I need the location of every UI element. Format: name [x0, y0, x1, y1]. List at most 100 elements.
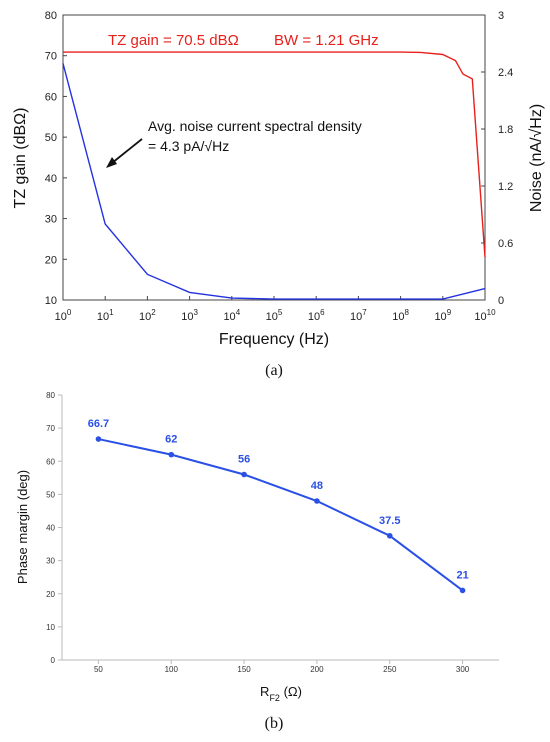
- chart-b-x-tick-label: 100: [165, 665, 179, 674]
- chart-a-x-tick-base: 10: [223, 311, 235, 323]
- chart-b-series: 66.7 62 56 48 37.5 21: [88, 418, 469, 594]
- chart-a-x-tick-exponent: 9: [447, 308, 452, 317]
- chart-b-x-axis-title: RF2 (Ω): [260, 684, 302, 703]
- chart-b-caption: (b): [265, 715, 284, 732]
- chart-a-x-tick-exponent: 2: [151, 308, 156, 317]
- chart-a-x-tick-base: 10: [266, 311, 278, 323]
- chart-a-x-tick-label: 104: [223, 308, 240, 323]
- chart-a-plot-frame: [62, 14, 486, 301]
- chart-a-x-tick-label: 109: [434, 308, 451, 323]
- chart-a-bw-annotation: BW = 1.21 GHz: [274, 32, 379, 49]
- chart-a-y2-ticks: 0 0.6 1.2 1.8 2.4 3: [481, 10, 513, 307]
- chart-a-x-tick-label: 108: [392, 308, 409, 323]
- chart-b-data-point: [241, 471, 247, 478]
- chart-b-y-tick-label: 80: [46, 391, 55, 400]
- chart-b-y-tick-label: 70: [46, 424, 55, 433]
- chart-a-y-tick-label: 50: [45, 132, 57, 144]
- chart-a-y2-tick-label: 2.4: [498, 67, 513, 79]
- chart-a-y-tick-label: 70: [45, 51, 57, 63]
- chart-a-y-tick-label: 40: [45, 173, 57, 185]
- chart-b-data-label: 62: [165, 434, 177, 446]
- chart-a-y2-axis-title: Noise (nA/√Hz): [528, 104, 545, 212]
- chart-b-y-tick-label: 0: [51, 656, 56, 665]
- chart-a-x-tick-base: 10: [350, 311, 362, 323]
- chart-b-x-tick-label: 150: [237, 665, 251, 674]
- chart-a-x-tick-base: 10: [392, 311, 404, 323]
- chart-a-x-tick-label: 107: [350, 308, 367, 323]
- chart-b: 50 100 150 200 250 300 0 10 20 30 40 50 60 70 80 66.7…: [15, 391, 499, 732]
- chart-b-x-tick-label: 250: [383, 665, 397, 674]
- chart-a-x-tick-exponent: 0: [67, 308, 72, 317]
- chart-a-x-tick-base: 10: [181, 311, 193, 323]
- chart-b-data-label: 37.5: [379, 515, 400, 527]
- chart-a-x-tick-label: 101: [97, 308, 114, 323]
- chart-a-x-tick-exponent: 8: [404, 308, 409, 317]
- chart-b-x-tick-label: 300: [456, 665, 470, 674]
- chart-a-x-tick-exponent: 1: [109, 308, 114, 317]
- chart-b-x-axis-title-sub: F2: [269, 693, 280, 703]
- chart-a-noise-annotation-line1: Avg. noise current spectral density: [148, 118, 362, 134]
- chart-a-x-tick-base: 10: [139, 311, 151, 323]
- chart-a-x-tick-exponent: 10: [487, 308, 496, 317]
- chart-a-x-tick-exponent: 3: [193, 308, 198, 317]
- chart-a: 100 101 102 103 104 105 106 107 108 109 1010 10203…: [12, 10, 545, 379]
- chart-a-x-tick-base: 10: [434, 311, 446, 323]
- chart-b-data-point: [168, 451, 175, 458]
- chart-a-annotation-arrow: [111, 138, 143, 164]
- chart-b-y-tick-label: 20: [46, 590, 55, 599]
- chart-a-x-tick-label: 100: [55, 308, 72, 323]
- chart-a-x-axis-title: Frequency (Hz): [219, 331, 329, 348]
- chart-a-x-tick-base: 10: [474, 311, 486, 323]
- chart-b-x-tick-label: 50: [94, 665, 103, 674]
- chart-a-y-tick-label: 20: [45, 254, 57, 266]
- chart-a-y2-tick-label: 0: [498, 295, 504, 307]
- chart-b-y-axis-title: Phase margin (deg): [15, 470, 30, 584]
- chart-a-x-tick-label: 103: [181, 308, 198, 323]
- chart-a-x-tick-exponent: 4: [236, 308, 241, 317]
- chart-a-x-tick-exponent: 7: [362, 308, 367, 317]
- chart-a-x-tick-label: 1010: [474, 308, 496, 323]
- chart-b-x-tick-label: 200: [310, 665, 324, 674]
- chart-b-y-tick-label: 50: [46, 490, 55, 499]
- chart-a-noise-annotation-line2: = 4.3 pA/√Hz: [148, 138, 229, 154]
- chart-b-data-label: 21: [456, 569, 468, 581]
- chart-a-y-tick-label: 80: [45, 10, 57, 22]
- chart-a-y2-tick-label: 1.2: [498, 181, 513, 193]
- chart-a-y-axis-title: TZ gain (dBΩ): [12, 108, 29, 209]
- chart-b-series-line: [98, 438, 464, 592]
- chart-b-data-point: [459, 587, 466, 594]
- chart-a-y-tick-label: 30: [45, 214, 57, 226]
- chart-a-series-gain-line: [63, 51, 486, 258]
- chart-b-data-point: [95, 436, 102, 442]
- chart-a-caption: (a): [265, 362, 283, 379]
- chart-b-x-axis-title-main: R: [260, 684, 269, 699]
- chart-a-x-tick-label: 105: [266, 308, 283, 323]
- chart-a-y2-tick-label: 0.6: [498, 238, 513, 250]
- chart-a-gain-annotation: TZ gain = 70.5 dBΩ: [108, 32, 239, 49]
- chart-b-y-tick-label: 30: [46, 557, 55, 566]
- chart-a-x-tick-base: 10: [97, 311, 109, 323]
- chart-a-annotation-arrowhead: [106, 157, 117, 168]
- chart-b-data-label: 66.7: [88, 418, 109, 430]
- chart-a-y-tick-label: 60: [45, 91, 57, 103]
- chart-b-data-point: [314, 498, 320, 504]
- chart-b-data-point: [386, 532, 393, 539]
- chart-a-y-tick-label: 10: [45, 295, 57, 307]
- chart-b-y-tick-label: 40: [46, 524, 55, 533]
- chart-b-y-tick-label: 60: [46, 457, 55, 466]
- chart-b-x-axis-title-unit: (Ω): [280, 684, 302, 699]
- chart-b-data-label: 48: [311, 480, 323, 492]
- chart-a-y-ticks: 10 20 30 40 50 60 70 80: [45, 10, 67, 307]
- chart-a-series-noise-line: [62, 63, 486, 300]
- chart-a-series: [62, 51, 486, 300]
- chart-a-x-tick-label: 102: [139, 308, 156, 323]
- chart-b-y-ticks: 0 10 20 30 40 50 60 70 80: [46, 391, 62, 665]
- chart-b-data-label: 56: [238, 454, 250, 466]
- chart-a-x-tick-base: 10: [308, 311, 320, 323]
- chart-a-x-tick-label: 106: [308, 308, 325, 323]
- chart-a-x-tick-base: 10: [55, 311, 67, 323]
- chart-a-y2-tick-label: 1.8: [498, 124, 513, 136]
- chart-b-y-tick-label: 10: [46, 623, 55, 632]
- chart-a-x-tick-exponent: 5: [278, 308, 283, 317]
